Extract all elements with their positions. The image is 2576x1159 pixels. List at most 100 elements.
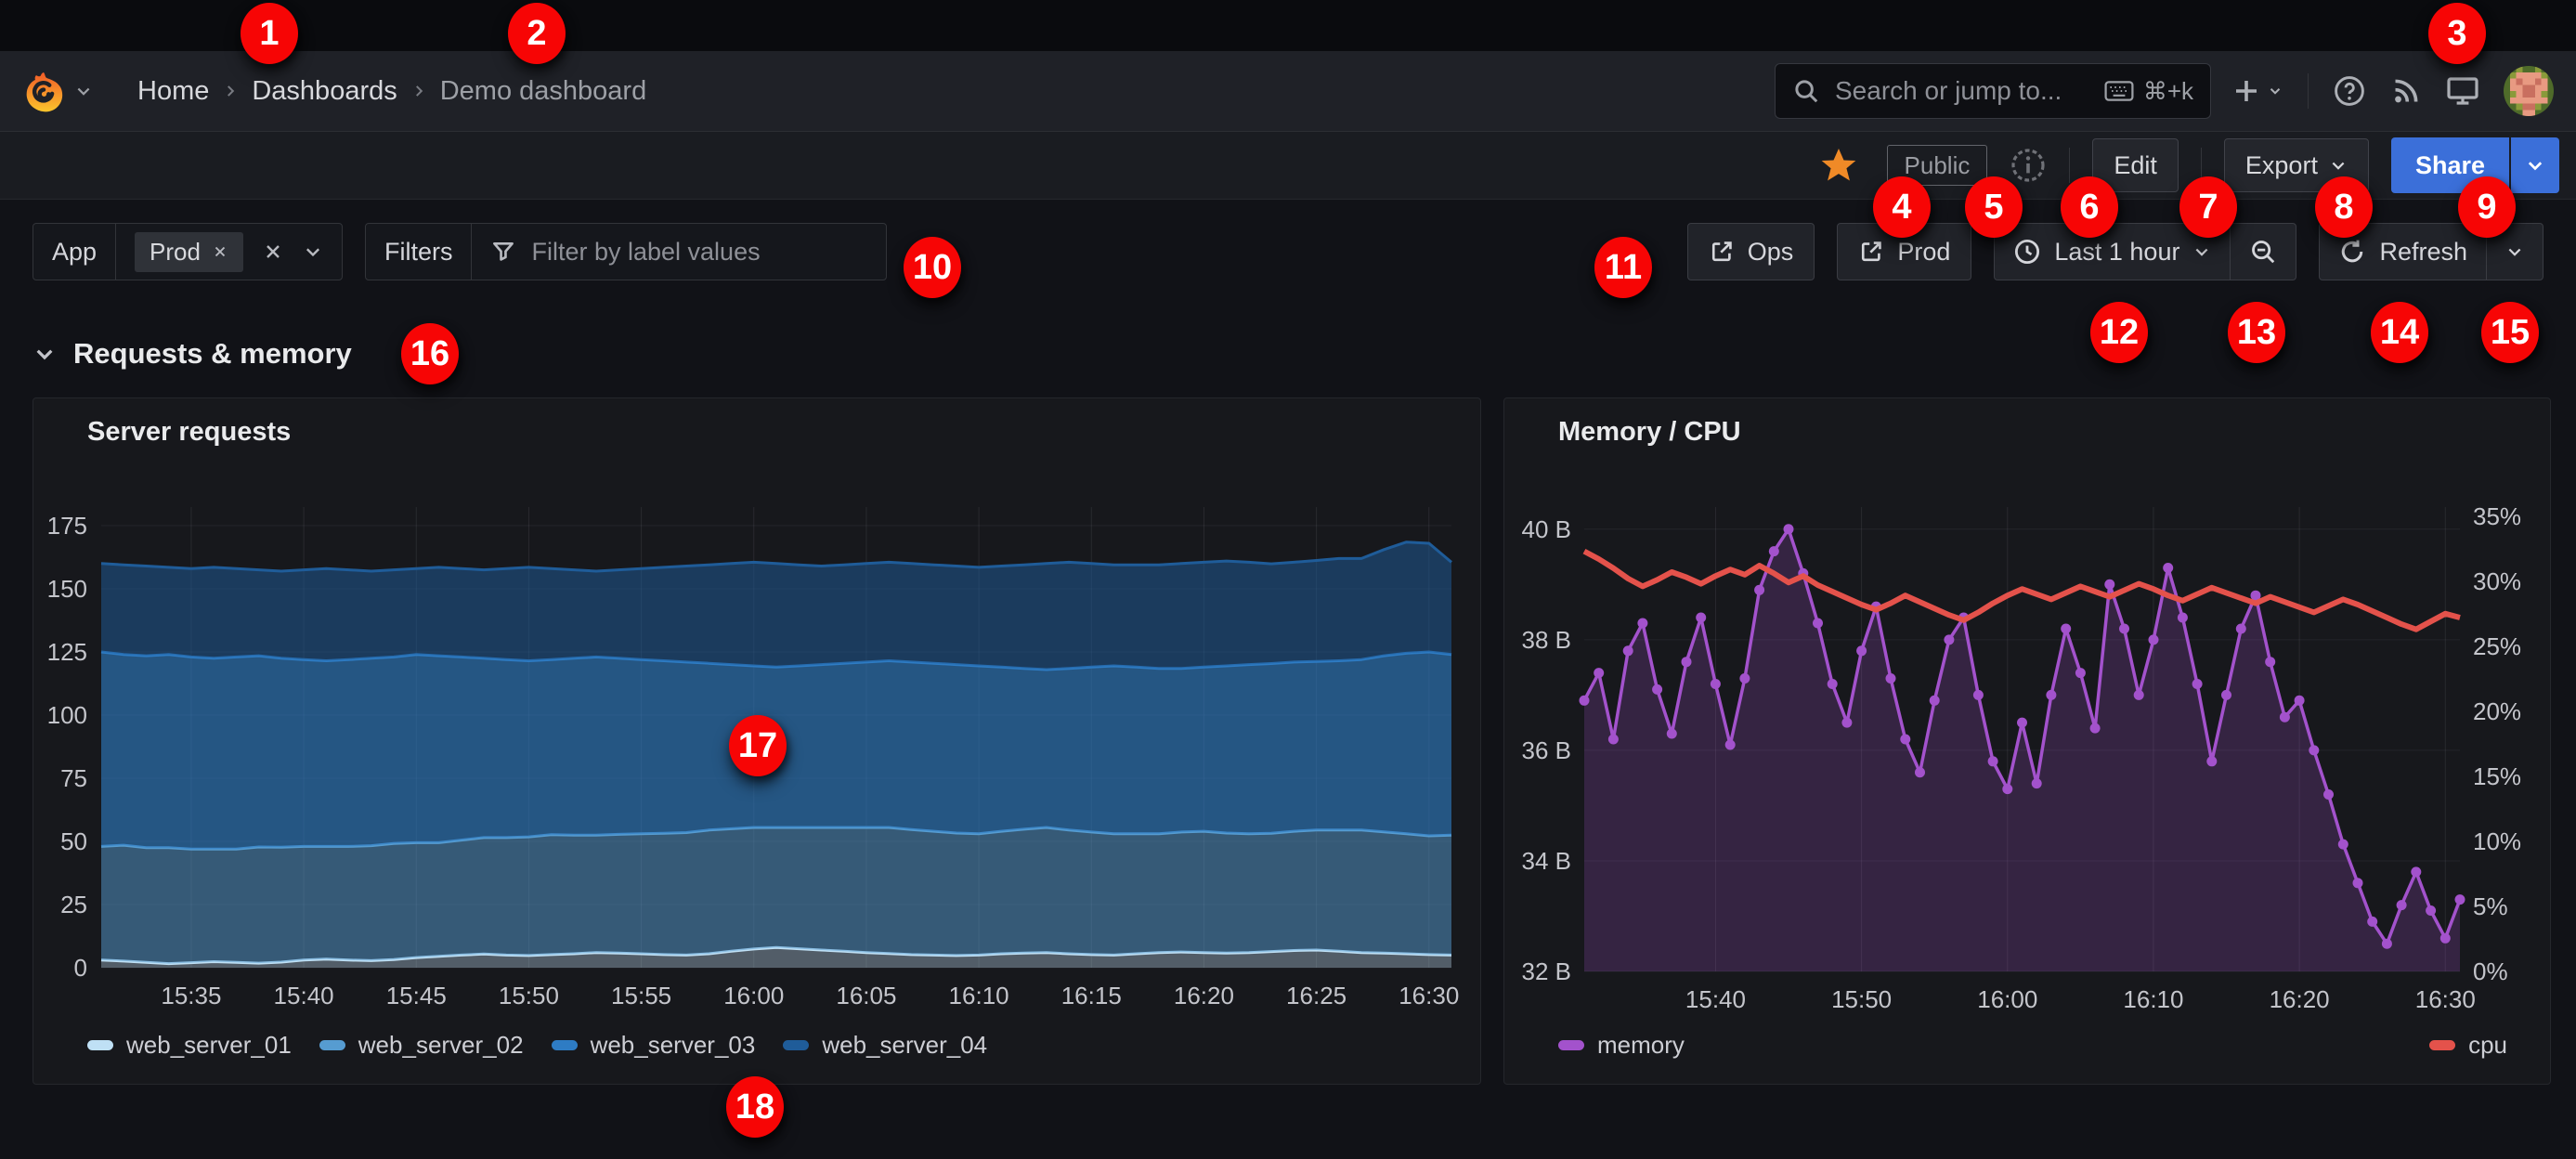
external-link-icon [1862,241,1882,262]
org-switcher-chevron-icon[interactable] [74,82,93,100]
row-requests-memory[interactable]: Requests & memory [33,327,352,381]
svg-text:30%: 30% [2473,567,2521,595]
kiosk-monitor-button[interactable] [2446,74,2479,108]
user-avatar[interactable] [2504,66,2554,116]
svg-text:16:20: 16:20 [1174,982,1234,1009]
refresh-icon [2342,240,2363,263]
svg-text:0%: 0% [2473,957,2508,985]
annotation-badge-12: 12 [2090,302,2148,363]
keyboard-icon [2104,81,2134,101]
svg-text:15:50: 15:50 [499,982,559,1009]
top-nav-bar: Home Dashboards Demo dashboard ⌘+ [0,51,2576,132]
server-requests-chart[interactable]: 15:35 15:40 15:45 15:50 15:55 16:00 16:05 16:10… [33,398,1480,1084]
export-button[interactable]: Export [2223,138,2369,192]
svg-text:16:00: 16:00 [1977,985,2037,1013]
toolbar-divider [2069,148,2071,183]
window-top-strip [0,0,2576,51]
breadcrumb-separator-icon [410,83,427,99]
chevron-down-icon [2528,162,2543,171]
share-dropdown-button[interactable] [2511,137,2559,193]
svg-text:16:20: 16:20 [2270,985,2330,1013]
zoom-out-icon [2252,241,2275,264]
filter-bar: App Prod Filters [0,200,2576,304]
memory-cpu-chart[interactable]: 15:40 15:50 16:00 16:10 16:20 16:30 32 B 34 B 36… [1504,398,2550,1084]
annotation-badge-15: 15 [2481,302,2539,363]
grafana-logo-icon[interactable] [22,70,65,112]
svg-text:16:25: 16:25 [1286,982,1347,1009]
annotation-badge-16: 16 [401,323,459,384]
help-button[interactable] [2333,74,2366,108]
svg-text:25%: 25% [2473,632,2521,660]
svg-text:5%: 5% [2473,892,2508,920]
svg-text:25: 25 [60,891,87,918]
breadcrumb-separator-icon [222,83,239,99]
chevron-down-icon [2508,248,2521,256]
share-button[interactable]: Share [2390,137,2509,193]
prod-link-button[interactable]: Prod [1837,223,1972,280]
legend-item-web_server_03[interactable]: web_server_03 [551,1031,755,1060]
svg-text:16:00: 16:00 [723,982,784,1009]
ops-link-button[interactable]: Ops [1686,223,1815,280]
breadcrumb: Home Dashboards Demo dashboard [137,76,646,107]
app-variable-group: App Prod [33,223,343,280]
search-icon [1795,80,1818,103]
refresh-interval-dropdown[interactable] [2486,224,2543,280]
svg-text:15:40: 15:40 [274,982,334,1009]
filter-by-label-input[interactable] [529,236,868,267]
legend-item-web_server_04[interactable]: web_server_04 [783,1031,987,1060]
app-variable-value-pill[interactable]: Prod [135,231,243,272]
chevron-down-icon [2196,248,2208,256]
add-button[interactable] [2231,76,2283,106]
annotation-badge-6: 6 [2061,176,2118,238]
info-icon[interactable] [2010,147,2047,184]
svg-text:15%: 15% [2473,762,2521,790]
svg-text:35%: 35% [2473,502,2521,530]
svg-text:10%: 10% [2473,827,2521,855]
breadcrumb-dashboards[interactable]: Dashboards [252,75,397,106]
search-box[interactable]: ⌘+k [1775,63,2211,119]
svg-text:15:45: 15:45 [386,982,447,1009]
legend-swatch [783,1040,810,1050]
refresh-button[interactable]: Refresh [2320,224,2486,280]
adhoc-filters-group: Filters [364,223,888,280]
annotation-badge-10: 10 [904,237,961,298]
legend-item-web_server_02[interactable]: web_server_02 [319,1031,524,1060]
annotation-badge-3: 3 [2428,3,2486,64]
favorite-star-button[interactable] [1813,144,1865,187]
news-rss-button[interactable] [2390,75,2422,107]
legend-swatch [551,1040,578,1050]
chevron-down-icon[interactable] [303,241,323,262]
chevron-down-icon [2332,162,2345,170]
breadcrumb-home[interactable]: Home [137,75,210,106]
annotation-badge-18: 18 [726,1076,784,1138]
breadcrumb-current-page: Demo dashboard [439,75,647,106]
brand [22,70,93,112]
annotation-badge-7: 7 [2179,176,2237,238]
panel-title[interactable]: Memory / CPU [1558,417,1741,447]
clear-all-icon[interactable] [262,241,284,263]
panel-title[interactable]: Server requests [87,417,292,447]
legend-item-web_server_01[interactable]: web_server_01 [87,1031,292,1060]
dashboard-toolbar: Public Edit Export Share [0,132,2576,200]
zoom-out-button[interactable] [2230,224,2296,280]
svg-text:34 B: 34 B [1522,847,1572,875]
filters-label: Filters [366,224,473,280]
legend-swatch [2429,1040,2456,1050]
legend-item-cpu[interactable]: cpu [2429,1031,2507,1060]
topbar-divider [2308,73,2309,109]
memory-cpu-legend: memory cpu [1558,1031,2507,1060]
search-input[interactable] [1833,75,2091,107]
svg-text:16:15: 16:15 [1061,982,1122,1009]
annotation-badge-4: 4 [1873,176,1931,238]
annotation-badge-9: 9 [2458,176,2516,238]
legend-item-memory[interactable]: memory [1558,1031,1685,1060]
star-icon [1821,149,1855,181]
legend-swatch [87,1040,113,1050]
annotation-badge-17: 17 [729,715,787,776]
clock-icon [2015,239,2040,265]
svg-text:16:10: 16:10 [2123,985,2183,1013]
svg-text:0: 0 [74,954,87,982]
topbar-actions [2231,66,2554,116]
time-range-picker[interactable]: Last 1 hour [1995,224,2230,280]
rss-icon [2395,79,2418,103]
